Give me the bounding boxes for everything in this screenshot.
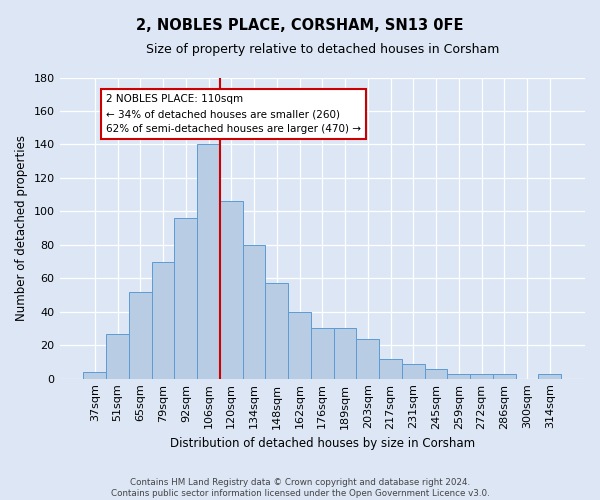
Title: Size of property relative to detached houses in Corsham: Size of property relative to detached ho…	[146, 42, 499, 56]
Text: 2, NOBLES PLACE, CORSHAM, SN13 0FE: 2, NOBLES PLACE, CORSHAM, SN13 0FE	[136, 18, 464, 32]
Bar	[402, 364, 425, 378]
Bar	[379, 358, 402, 378]
Bar	[425, 368, 448, 378]
Bar	[242, 245, 265, 378]
X-axis label: Distribution of detached houses by size in Corsham: Distribution of detached houses by size …	[170, 437, 475, 450]
Bar	[334, 328, 356, 378]
Bar	[538, 374, 561, 378]
Text: Contains HM Land Registry data © Crown copyright and database right 2024.
Contai: Contains HM Land Registry data © Crown c…	[110, 478, 490, 498]
Bar	[83, 372, 106, 378]
Bar	[288, 312, 311, 378]
Bar	[197, 144, 220, 378]
Bar	[220, 202, 242, 378]
Bar	[448, 374, 470, 378]
Bar	[356, 338, 379, 378]
Bar	[152, 262, 175, 378]
Bar	[129, 292, 152, 378]
Bar	[493, 374, 515, 378]
Text: 2 NOBLES PLACE: 110sqm
← 34% of detached houses are smaller (260)
62% of semi-de: 2 NOBLES PLACE: 110sqm ← 34% of detached…	[106, 94, 361, 134]
Bar	[175, 218, 197, 378]
Bar	[470, 374, 493, 378]
Bar	[311, 328, 334, 378]
Y-axis label: Number of detached properties: Number of detached properties	[15, 135, 28, 321]
Bar	[106, 334, 129, 378]
Bar	[265, 284, 288, 378]
